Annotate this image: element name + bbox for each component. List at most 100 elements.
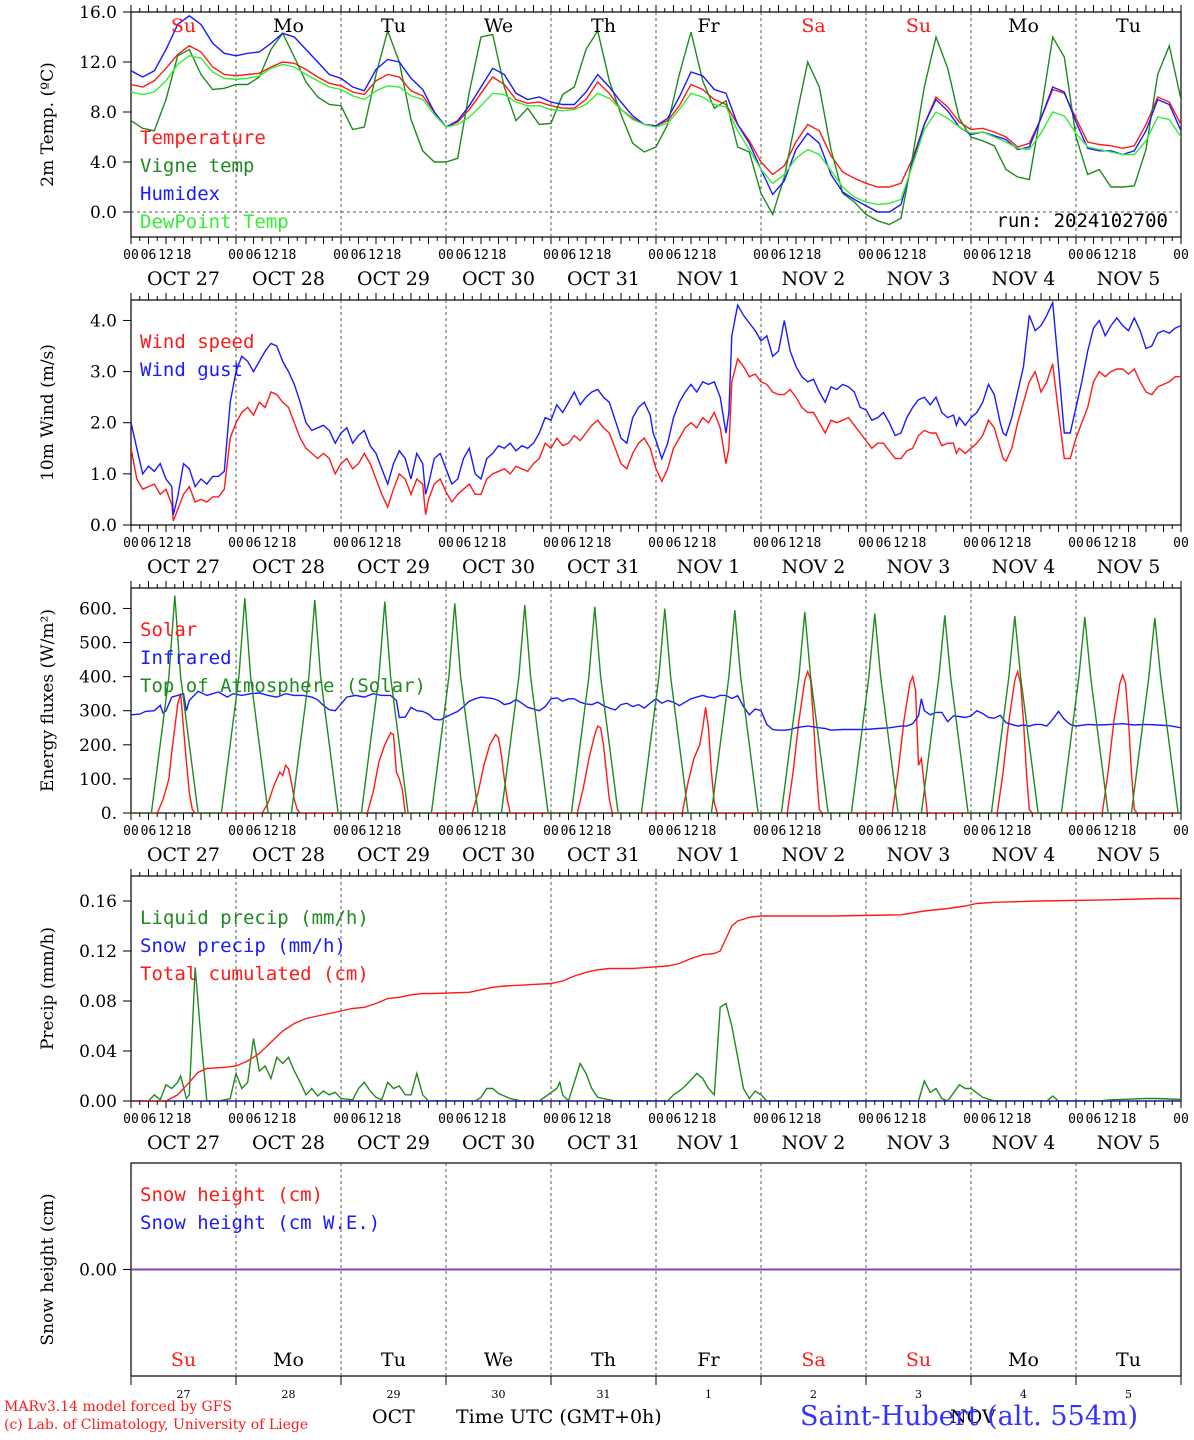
hour-tick-label: 06: [561, 824, 577, 839]
hour-tick-label: 18: [176, 536, 192, 551]
y-tick-label: 0.0: [90, 203, 117, 223]
hour-tick-label: 18: [911, 1112, 927, 1127]
hour-tick-label: 12: [683, 1112, 699, 1127]
date-label: OCT 27: [147, 844, 220, 866]
panel-temp: 16.0 12.0 8.0 4.0 0.0 2m Temp. (ºC) Temperatur…: [38, 3, 1189, 290]
hour-tick-label: 12: [1103, 536, 1119, 551]
series-liquid-precip-mm-h-: [131, 967, 1181, 1101]
hour-tick-label: 06: [246, 536, 262, 551]
y-axis-label: 10m Wind (m/s): [38, 344, 58, 481]
hour-tick-label: 12: [788, 824, 804, 839]
hour-tick-label: 00: [123, 1112, 139, 1127]
date-label: OCT 27: [147, 556, 220, 578]
weekday-label: Tu: [381, 15, 406, 37]
lab-line: (c) Lab. of Climatology, University of L…: [4, 1417, 309, 1433]
hour-tick-label: 06: [876, 824, 892, 839]
y-tick-label: 16.0: [79, 3, 117, 23]
hour-tick-label: 18: [701, 248, 717, 263]
day-number-label: 2: [810, 1388, 817, 1401]
model-line: MARv3.14 model forced by GFS: [4, 1399, 233, 1415]
y-tick-label: 0.0: [90, 516, 117, 536]
date-label: OCT 29: [357, 844, 430, 866]
series-wind-speed: [131, 357, 1181, 522]
day-number-label: 3: [915, 1388, 922, 1401]
hour-tick-label: 06: [456, 824, 472, 839]
hour-tick-label: 00: [1068, 1112, 1084, 1127]
date-label: NOV 4: [992, 1132, 1056, 1154]
legend-entry: Vigne temp: [140, 155, 254, 177]
weekday-label: Mo: [1008, 1349, 1039, 1371]
hour-tick-label: 06: [456, 536, 472, 551]
y-axis-label: 2m Temp. (ºC): [38, 62, 58, 187]
date-label: NOV 5: [1097, 1132, 1161, 1154]
station-name: Saint-Hubert (alt. 554m): [800, 1401, 1139, 1432]
hour-tick-label: 18: [491, 536, 507, 551]
hour-tick-label: 12: [158, 248, 174, 263]
hour-tick-label: 06: [246, 248, 262, 263]
y-tick-label: 2.0: [90, 414, 117, 434]
panel-energy: 600. 500. 400. 300. 200. 100. 0. Energy fluxes …: [38, 581, 1189, 866]
weekday-label: Sa: [801, 1349, 825, 1371]
y-tick-label: 600.: [79, 599, 117, 619]
panel-snow: 0.00 Snow height (cm) Snow height (cm) Snow…: [38, 1162, 1182, 1401]
hour-tick-label: 06: [141, 1112, 157, 1127]
hour-tick-label: 12: [158, 824, 174, 839]
hour-tick-label: 12: [368, 248, 384, 263]
date-label: OCT 27: [147, 268, 220, 290]
hour-tick-label: 00: [543, 248, 559, 263]
hour-tick-label: 06: [246, 1112, 262, 1127]
hour-tick-label: 06: [561, 248, 577, 263]
hour-tick-label: 12: [158, 536, 174, 551]
hour-tick-label: 12: [473, 824, 489, 839]
month-label-oct: OCT: [372, 1406, 415, 1428]
hour-tick-label: 06: [141, 536, 157, 551]
hour-tick-label: 18: [386, 1112, 402, 1127]
hour-tick-label: 00: [963, 248, 979, 263]
date-label: NOV 5: [1097, 844, 1161, 866]
hour-tick-label: 18: [491, 1112, 507, 1127]
hour-tick-label: 06: [771, 1112, 787, 1127]
date-label: OCT 28: [252, 556, 325, 578]
hour-tick-label: 06: [351, 248, 367, 263]
hour-tick-label: 06: [666, 248, 682, 263]
day-number-label: 30: [492, 1388, 506, 1401]
y-tick-label: 0.08: [79, 992, 117, 1012]
hour-tick-label: 06: [1086, 536, 1102, 551]
hour-tick-label: 18: [491, 824, 507, 839]
run-label: run: 2024102700: [996, 210, 1168, 232]
hour-tick-label: 06: [456, 1112, 472, 1127]
y-axis-label: Snow height (cm): [38, 1193, 58, 1345]
y-axis-label: Precip (mm/h): [38, 927, 58, 1050]
hour-tick-label: 00: [543, 536, 559, 551]
hour-tick-label: 00: [123, 248, 139, 263]
hour-tick-label: 00: [228, 248, 244, 263]
hour-tick-label: 18: [596, 824, 612, 839]
weekday-label: Th: [591, 1349, 616, 1371]
weekday-label: We: [484, 1349, 513, 1371]
legend-entry: Humidex: [140, 183, 220, 205]
hour-tick-label: 12: [788, 536, 804, 551]
y-tick-label: 500.: [79, 634, 117, 654]
hour-tick-label: 18: [806, 824, 822, 839]
hour-tick-label: 00: [753, 248, 769, 263]
hour-tick-label: 12: [473, 248, 489, 263]
series-humidex: [131, 14, 1181, 213]
hour-tick-label: 00: [858, 536, 874, 551]
y-axis-label: Energy fluxes (W/m²): [38, 609, 58, 792]
hour-tick-label: 00: [963, 824, 979, 839]
series-dewpoint-temp: [131, 55, 1181, 206]
weekday-label: Tu: [381, 1349, 406, 1371]
hour-tick-label: 12: [368, 536, 384, 551]
hour-tick-label: 06: [771, 824, 787, 839]
hour-tick-label: 00: [753, 824, 769, 839]
weekday-label: Fr: [697, 1349, 720, 1371]
panel-wind: 4.0 3.0 2.0 1.0 0.0 10m Wind (m/s) Wind speed W…: [38, 293, 1189, 578]
hour-tick-label: 18: [911, 536, 927, 551]
hour-tick-label: 00: [228, 824, 244, 839]
date-label: OCT 28: [252, 1132, 325, 1154]
hour-tick-label: 06: [141, 248, 157, 263]
hour-tick-label: 18: [701, 536, 717, 551]
hour-tick-label: 06: [666, 536, 682, 551]
date-label: NOV 1: [677, 268, 741, 290]
hour-tick-label: 00: [963, 536, 979, 551]
